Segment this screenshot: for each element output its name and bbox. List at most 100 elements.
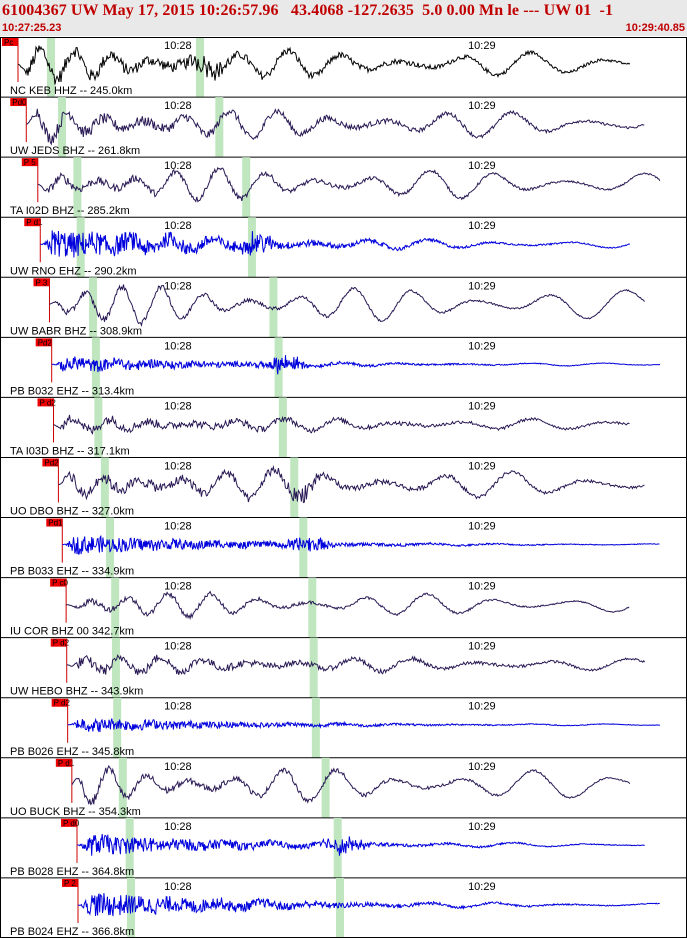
s-window-band [299,517,308,578]
pick-flag [10,98,27,107]
station-label: PB B033 EHZ -- 334.9km [10,566,134,578]
waveform [66,654,646,676]
p-window-band [47,37,55,98]
time-tick-label: 10:29 [468,220,496,232]
pick-flag [50,578,67,587]
pick-label: Pd2 [38,338,53,347]
time-tick-label: 10:29 [468,881,496,893]
pick-flag [50,638,67,647]
time-tick-label: 10:28 [164,521,192,533]
p-window-band [111,637,120,698]
trace-row: 10:28 10:29 P 5 TA I02D BHZ -- 285.2km [0,157,687,218]
station-label: TA I02D BHZ -- 285.2km [10,205,130,217]
waveform [49,284,645,328]
pick-label: Pd1 [48,519,63,528]
time-tick-label: 10:28 [164,581,192,593]
trace-row: 10:28 10:29 P 2 PB B024 EHZ -- 366.8km [0,877,687,938]
s-window-band [336,877,344,938]
pick-label: P d1 [26,218,43,227]
time-tick-label: 10:29 [468,521,496,533]
pick-flag [51,698,68,707]
station-label: PB B032 EHZ -- 313.4km [10,385,134,397]
waveform [58,464,645,504]
time-tick-label: 10:29 [468,821,496,833]
waveform [67,717,660,733]
pick-flag [24,218,41,227]
trace-row: 10:28 10:29 Pd2 UO DBO BHZ -- 327.0km [0,457,687,519]
s-window-band [308,577,317,638]
pick-flag [37,398,54,407]
p-window-band [88,277,97,338]
s-window-band [290,457,299,518]
s-window-band [215,97,224,158]
time-tick-label: 10:28 [164,220,192,232]
waveform [37,166,661,203]
waveform [26,108,645,146]
time-tick-label: 10:29 [468,280,496,292]
trace-row: 10:28 10:29 P d2 UW HEBO BHZ -- 343.9km [0,637,687,699]
waveform [51,355,661,375]
pick-label: Pd0 [12,98,27,107]
s-window-band [196,37,204,98]
waveform [71,764,631,806]
header-bar: 61004367 UW May 17, 2015 10:26:57.96 43.… [0,0,687,36]
p-window-band [58,97,67,158]
time-tick-label: 10:28 [164,340,192,352]
waveform [40,230,631,258]
waveform [77,893,660,917]
station-label: PB B028 EHZ -- 364.8km [10,866,134,878]
pick-flag [55,758,72,767]
trace-row: 10:28 10:29 Pd1 PB B033 EHZ -- 334.9km [0,517,687,579]
start-time: 10:27:25.23 [2,22,62,34]
pick-label: P d0 [63,819,80,828]
trace-row: 10:28 10:29 P d2 PB B026 EHZ -- 345.8km [0,697,687,759]
trace-row: 10:28 10:29 P d2 TA I03D BHZ -- 317.1km [0,397,687,458]
s-window-band [309,637,318,698]
p-window-band [118,757,127,818]
time-tick-label: 10:29 [468,701,496,713]
pick-label: P 3 [35,278,47,287]
time-tick-label: 10:29 [468,761,496,773]
station-label: UO BUCK BHZ -- 354.3km [10,806,141,818]
trace-row: 10:28 10:29 P c0 IU COR BHZ 00 342.7km [0,577,687,639]
pick-label: P d1 [58,759,75,768]
station-label: UW BABR BHZ -- 308.9km [10,325,142,337]
pick-flag [46,518,63,527]
station-label: PB B024 EHZ -- 366.8km [10,926,134,938]
time-tick-label: 10:28 [164,701,192,713]
waveform [17,45,631,85]
station-label: UW HEBO BHZ -- 343.9km [10,686,143,698]
time-tick-label: 10:28 [164,761,192,773]
time-tick-label: 10:28 [164,400,192,412]
station-label: NC KEB HHZ -- 245.0km [10,85,132,97]
station-label: IU COR BHZ 00 342.7km [10,626,134,638]
time-tick-label: 10:29 [468,160,496,172]
time-tick-label: 10:29 [468,400,496,412]
pick-flag [62,878,78,887]
pick-flag [33,278,50,287]
pick-flag [21,158,38,167]
trace-row: 10:28 10:29 P 3 UW BABR BHZ -- 308.9km [0,277,687,338]
s-window-band [333,817,342,878]
time-tick-label: 10:28 [164,881,192,893]
pick-label: P d2 [40,398,57,407]
waveform [53,414,630,435]
trace-row: 10:28 10:29 P d1 UO BUCK BHZ -- 354.3km [0,757,687,819]
time-tick-label: 10:28 [164,641,192,653]
p-window-band [100,457,109,518]
trace-row: 10:28 10:29 P d0 PB B028 EHZ -- 364.8km [0,817,687,879]
station-label: TA I03D BHZ -- 317.1km [10,445,130,457]
pick-label: P d2 [54,699,71,708]
waveform [62,534,660,555]
time-tick-label: 10:28 [164,821,192,833]
p-window-band [76,217,85,278]
trace-row: 10:28 10:29 P d1 UW RNO EHZ -- 290.2km [0,217,687,278]
pick-flag [2,38,18,46]
time-tick-label: 10:28 [164,460,192,472]
pick-label: P 5 [24,158,36,167]
s-window-band [321,757,330,818]
pick-label: Pd2 [44,458,59,467]
trace-row: 10:28 10:29 Pd2 PB B032 EHZ -- 313.4km [0,337,687,398]
time-tick-label: 10:29 [468,641,496,653]
